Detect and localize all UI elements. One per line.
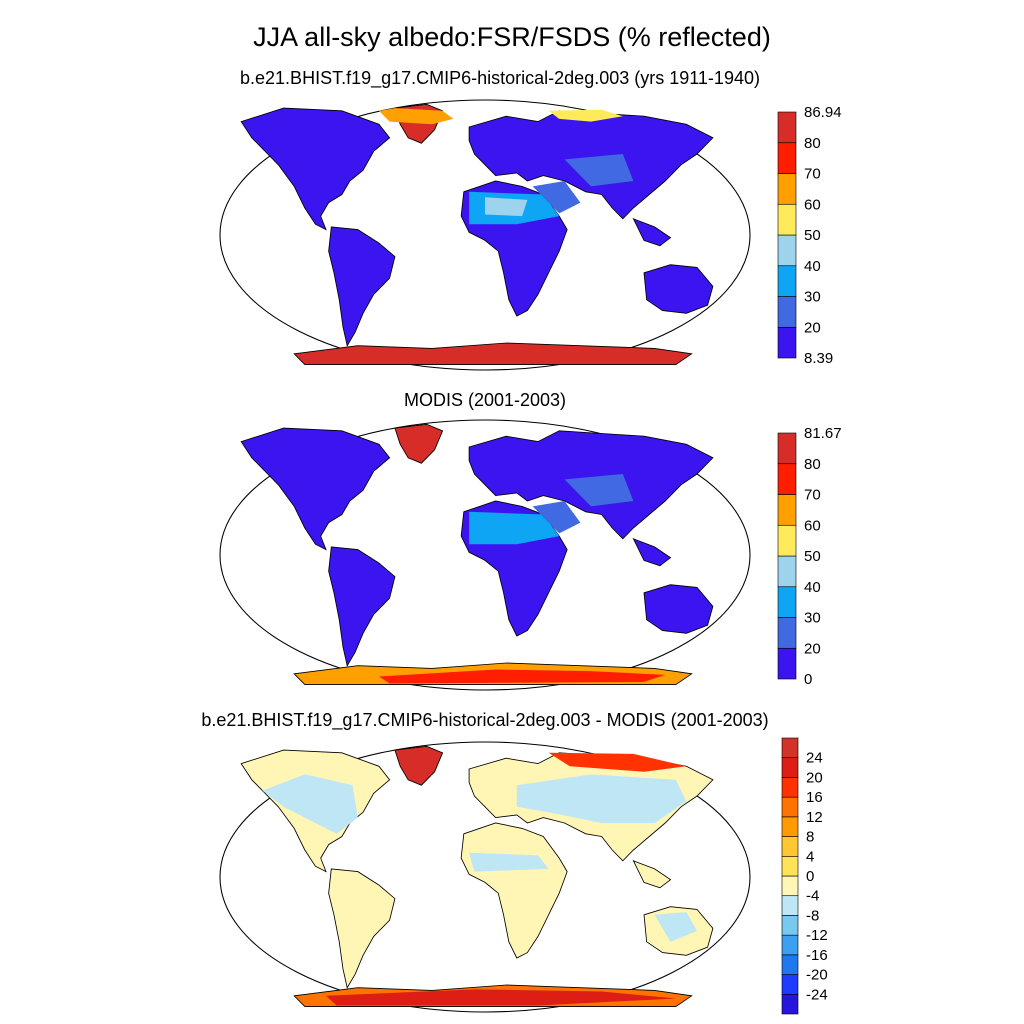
colorbar-swatch — [781, 954, 799, 975]
colorbar-swatch — [781, 934, 799, 956]
colorbar-swatch — [777, 265, 797, 297]
colorbar-swatch — [777, 203, 797, 236]
colorbar-label: 24 — [806, 750, 823, 767]
colorbar-swatch — [777, 173, 797, 205]
colorbar-swatch — [777, 586, 797, 618]
colorbar-label: 8.39 — [804, 350, 833, 367]
sahel-negative — [469, 852, 549, 872]
colorbar-label: -16 — [806, 947, 828, 964]
colorbar-label: 50 — [804, 548, 821, 565]
eurasia-negative — [516, 774, 687, 823]
colorbar-label: 20 — [804, 640, 821, 657]
colorbar-swatch — [777, 296, 797, 328]
sahara-core — [485, 197, 528, 217]
colorbar-swatch — [777, 432, 797, 465]
colorbar-swatch — [781, 777, 799, 798]
antarctic-positive — [326, 989, 676, 1006]
colorbar-label: 86.94 — [804, 104, 842, 121]
colorbar-swatch — [777, 647, 797, 680]
antarctic-high — [379, 669, 666, 684]
map-panel-modis — [219, 419, 751, 691]
australia-negative — [654, 912, 697, 942]
colorbar-label: 12 — [806, 809, 823, 826]
colorbar-swatch — [781, 974, 799, 995]
central-asia-region — [564, 474, 634, 507]
colorbar-label: 30 — [804, 610, 821, 627]
colorbar-swatch — [781, 757, 799, 778]
arabia-region — [532, 501, 581, 534]
arabia-region — [532, 181, 581, 214]
colorbar-swatch — [777, 111, 797, 144]
colorbar-label: 80 — [804, 135, 821, 152]
colorbar-swatch — [781, 855, 799, 877]
na-negative — [262, 774, 358, 834]
colorbar-label: 30 — [804, 289, 821, 306]
colorbar-model: 8.39 20 30 40 50 60 70 80 86.94 — [777, 104, 842, 367]
colorbar-swatch — [777, 494, 797, 526]
arctic-fringe — [379, 108, 454, 125]
colorbar-swatch — [777, 463, 797, 495]
colorbar-label: 20 — [804, 319, 821, 336]
colorbar-label: -12 — [806, 927, 828, 944]
colorbar-label: -4 — [806, 888, 819, 905]
colorbar-label: 20 — [806, 769, 823, 786]
colorbar-label: -8 — [806, 907, 819, 924]
colorbar-label: 70 — [804, 166, 821, 183]
colorbar-label: 60 — [804, 196, 821, 213]
colorbar-swatch — [777, 142, 797, 174]
colorbar-label: 40 — [804, 258, 821, 275]
colorbar-difference: -24 -20 -16 -12 -8 -4 0 4 8 12 16 20 24 — [781, 737, 828, 1015]
colorbar-swatch — [781, 895, 799, 916]
colorbar-label: 80 — [804, 456, 821, 473]
colorbar-label: 40 — [804, 579, 821, 596]
colorbar-swatch — [781, 796, 799, 818]
colorbar-modis: 0 20 30 40 50 60 70 80 81.67 — [777, 425, 842, 688]
colorbar-swatch — [781, 836, 799, 857]
sahara-region — [469, 511, 560, 545]
colorbar-swatch — [777, 555, 797, 588]
colorbar-swatch — [781, 737, 799, 759]
colorbar-label: 4 — [806, 848, 814, 865]
colorbar-label: 8 — [806, 829, 814, 846]
colorbar-swatch — [777, 326, 797, 359]
colorbar-label: 50 — [804, 227, 821, 244]
panel-difference-subtitle: b.e21.BHIST.f19_g17.CMIP6-historical-2de… — [201, 710, 769, 730]
panel-modis-subtitle: MODIS (2001-2003) — [403, 390, 567, 410]
colorbar-label: 60 — [804, 517, 821, 534]
colorbar-swatch — [777, 234, 797, 267]
colorbar-label: -20 — [806, 967, 828, 984]
figure-title: JJA all-sky albedo:FSR/FSDS (% reflected… — [253, 22, 771, 52]
colorbar-label: 70 — [804, 487, 821, 504]
colorbar-swatch — [777, 524, 797, 557]
central-asia-region — [564, 154, 634, 187]
colorbar-swatch — [781, 816, 799, 837]
panel-model-subtitle: b.e21.BHIST.f19_g17.CMIP6-historical-2de… — [240, 68, 760, 88]
colorbar-swatch — [781, 993, 799, 1015]
map-panel-model — [219, 99, 751, 371]
colorbar-swatch — [781, 875, 799, 897]
colorbar-label: 81.67 — [804, 425, 842, 442]
colorbar-label: 16 — [806, 789, 823, 806]
siberia-fringe — [548, 109, 623, 122]
colorbar-swatch — [777, 617, 797, 649]
colorbar-label: 0 — [804, 671, 812, 688]
arctic-positive — [548, 752, 687, 772]
colorbar-label: 0 — [806, 868, 814, 885]
map-panel-difference — [219, 741, 751, 1013]
colorbar-swatch — [781, 915, 799, 936]
colorbar-label: -24 — [806, 986, 828, 1003]
